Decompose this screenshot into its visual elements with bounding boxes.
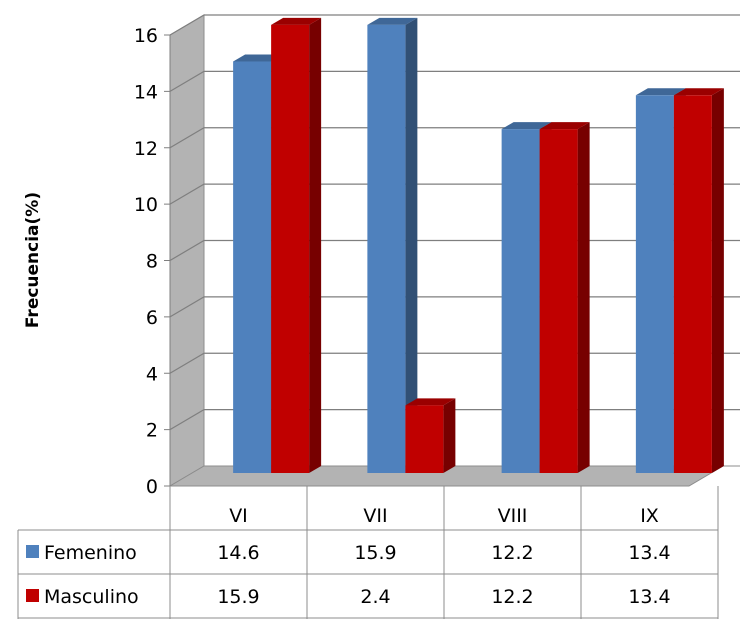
data-label: 13.4 — [628, 586, 670, 608]
gridline — [169, 70, 740, 92]
data-label: 15.9 — [354, 542, 396, 564]
bar-front — [367, 24, 406, 473]
y-tick-label: 14 — [134, 81, 158, 103]
bar — [539, 122, 590, 474]
data-label: 12.2 — [491, 542, 533, 564]
bar-top — [233, 54, 284, 62]
bar-top — [673, 88, 724, 96]
bar-top — [367, 17, 418, 25]
y-axis-label: Frecuencia(%) — [23, 192, 43, 328]
bar — [673, 88, 724, 473]
bar-top — [539, 122, 590, 130]
data-label: 12.2 — [491, 586, 533, 608]
bar-front — [673, 95, 712, 473]
gridline — [169, 14, 740, 36]
bar-top — [501, 122, 552, 130]
x-tick-label: VII — [363, 505, 387, 527]
bar-top — [405, 398, 456, 406]
bar-front — [405, 405, 444, 473]
data-label: 15.9 — [217, 586, 259, 608]
y-tick-label: 0 — [146, 476, 158, 498]
bar — [271, 17, 322, 473]
data-label: 14.6 — [217, 542, 259, 564]
legend-swatch — [26, 589, 39, 602]
bar-side — [309, 17, 322, 473]
bar-front — [271, 24, 310, 473]
x-tick-label: VIII — [498, 505, 528, 527]
bar — [405, 398, 456, 473]
bar-front — [233, 61, 272, 474]
y-tick-label: 12 — [134, 138, 158, 160]
data-table: VI VII VIII IX Femenino 14.6 15.9 12.2 13.4 Mascu… — [17, 486, 719, 619]
data-label: 2.4 — [360, 586, 390, 608]
bar-side — [405, 17, 418, 473]
y-tick-label: 6 — [146, 307, 158, 329]
bar-front — [635, 95, 674, 473]
y-tick-label: 16 — [134, 25, 158, 47]
bar-side — [577, 122, 590, 474]
bars — [233, 17, 724, 474]
y-tick-label: 2 — [146, 420, 158, 442]
bar — [367, 17, 418, 473]
bar-front — [539, 129, 578, 474]
bar-side — [443, 398, 456, 473]
bar-side — [711, 88, 724, 473]
legend-label: Masculino — [44, 586, 139, 608]
x-tick-label: IX — [640, 505, 659, 527]
bar-front — [501, 129, 540, 474]
legend-swatch — [26, 545, 39, 558]
x-tick-label: VI — [229, 505, 248, 527]
y-tick-label: 4 — [146, 363, 158, 385]
y-axis-ticks: 0 2 4 6 8 10 12 14 16 — [134, 25, 171, 498]
y-tick-label: 10 — [134, 194, 158, 216]
bar-top — [271, 17, 322, 25]
data-label: 13.4 — [628, 542, 670, 564]
legend-label: Femenino — [44, 542, 137, 564]
bar-top — [635, 88, 686, 96]
y-tick-label: 8 — [146, 251, 158, 273]
